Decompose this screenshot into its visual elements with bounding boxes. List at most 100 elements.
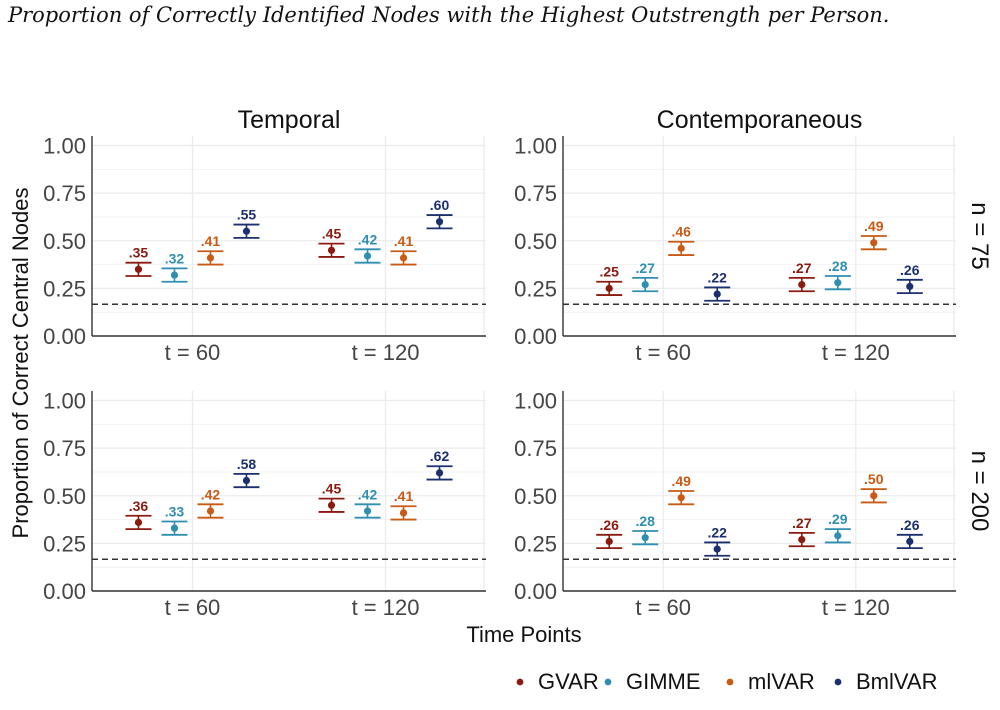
facet-panel: 0.00 0.25 0.50 0.75 1.00 t = 60 t = 120 .25 .27.…	[514, 134, 956, 365]
data-point	[327, 501, 336, 509]
data-label: .42	[358, 486, 378, 502]
data-point	[134, 518, 143, 527]
y-tick-label: 0.50	[514, 229, 557, 254]
data-label: .29	[828, 511, 848, 527]
legend-marker	[604, 678, 612, 686]
data-label: .26	[900, 517, 920, 533]
data-label: .62	[430, 448, 450, 464]
facet-panel: 0.00 0.25 0.50 0.75 1.00 t = 60 t = 120 .36 .33.…	[43, 389, 486, 620]
x-tick-label: t = 120	[822, 340, 890, 365]
data-point	[834, 279, 842, 287]
y-tick-label: 0.25	[514, 276, 557, 301]
legend-marker	[834, 678, 842, 686]
data-label: .27	[635, 260, 655, 276]
x-tick-label: t = 60	[635, 340, 691, 365]
data-point	[399, 254, 408, 262]
legend-label: GVAR	[538, 669, 599, 694]
data-point	[327, 246, 336, 254]
x-tick-label: t = 120	[352, 340, 420, 365]
data-point	[435, 469, 444, 477]
data-point	[134, 265, 143, 273]
data-point	[363, 252, 372, 260]
data-label: .41	[394, 233, 414, 249]
facet-row-label: n = 200	[966, 451, 993, 532]
y-tick-label: 0.75	[43, 181, 86, 206]
data-label: .41	[394, 488, 414, 504]
y-tick-label: 0.00	[514, 579, 557, 604]
data-label: .49	[864, 218, 884, 234]
y-tick-label: 0.00	[43, 324, 86, 349]
y-tick-label: 0.75	[43, 436, 86, 461]
data-label: .25	[599, 264, 619, 280]
data-point	[713, 290, 721, 298]
data-label: .42	[201, 486, 221, 502]
data-point	[206, 507, 215, 515]
x-tick-label: t = 120	[822, 595, 890, 620]
data-label: .58	[237, 456, 257, 472]
y-tick-label: 0.25	[514, 531, 557, 556]
data-label: .32	[165, 250, 185, 266]
x-tick-label: t = 60	[635, 595, 691, 620]
data-point	[677, 244, 685, 252]
data-label: .28	[635, 513, 655, 529]
data-label: .36	[129, 498, 149, 514]
data-label: .22	[707, 524, 727, 540]
y-tick-label: 1.00	[43, 134, 86, 159]
facet-column-title: Temporal	[238, 106, 341, 134]
data-label: .28	[828, 258, 848, 274]
y-tick-label: 0.50	[43, 229, 86, 254]
facet-panel: 0.00 0.25 0.50 0.75 1.00 t = 60 t = 120 .35 .32.…	[43, 134, 486, 365]
data-label: .50	[864, 471, 884, 487]
data-point	[399, 509, 408, 517]
data-label: .26	[900, 262, 920, 278]
data-point	[170, 524, 179, 532]
x-axis-title: Time Points	[466, 622, 581, 647]
data-point	[834, 532, 842, 540]
y-tick-label: 0.50	[514, 484, 557, 509]
legend-marker	[516, 678, 524, 686]
legend-label: GIMME	[626, 669, 701, 694]
data-label: .27	[792, 260, 812, 276]
data-label: .26	[599, 517, 619, 533]
data-point	[605, 537, 613, 546]
data-point	[435, 218, 444, 226]
data-point	[677, 494, 685, 502]
figure-title: Proportion of Correctly Identified Nodes…	[7, 3, 889, 27]
x-tick-label: t = 60	[165, 595, 221, 620]
data-label: .27	[792, 515, 812, 531]
data-point	[870, 239, 878, 247]
data-point	[242, 476, 251, 485]
data-label: .22	[707, 269, 727, 285]
data-label: .46	[671, 224, 691, 240]
data-point	[906, 537, 914, 546]
facet-row-label: n = 75	[966, 202, 993, 269]
data-label: .42	[358, 231, 378, 247]
data-label: .45	[322, 226, 342, 242]
data-point	[242, 227, 251, 235]
data-point	[641, 280, 649, 289]
y-axis-title: Proportion of Correct Central Nodes	[8, 188, 33, 539]
data-label: .45	[322, 481, 342, 497]
y-tick-label: 0.00	[514, 324, 557, 349]
y-tick-label: 0.75	[514, 181, 557, 206]
y-tick-label: 0.25	[43, 276, 86, 301]
y-tick-label: 1.00	[514, 134, 557, 159]
data-label: .60	[430, 197, 450, 213]
y-tick-label: 0.00	[43, 579, 86, 604]
data-point	[906, 282, 914, 291]
y-tick-label: 0.50	[43, 484, 86, 509]
data-point	[363, 507, 372, 515]
data-point	[641, 534, 649, 542]
x-tick-label: t = 120	[352, 595, 420, 620]
data-point	[605, 284, 613, 292]
legend-marker	[726, 678, 734, 686]
data-point	[206, 254, 215, 262]
data-label: .33	[165, 503, 185, 519]
x-tick-label: t = 60	[165, 340, 221, 365]
legend: GVAR GIMME mlVAR BmlVAR	[516, 669, 938, 694]
data-point	[870, 492, 878, 500]
data-label: .35	[129, 245, 149, 261]
facet-panel: 0.00 0.25 0.50 0.75 1.00 t = 60 t = 120 .26 .28.…	[514, 389, 956, 620]
y-tick-label: 1.00	[514, 389, 557, 414]
